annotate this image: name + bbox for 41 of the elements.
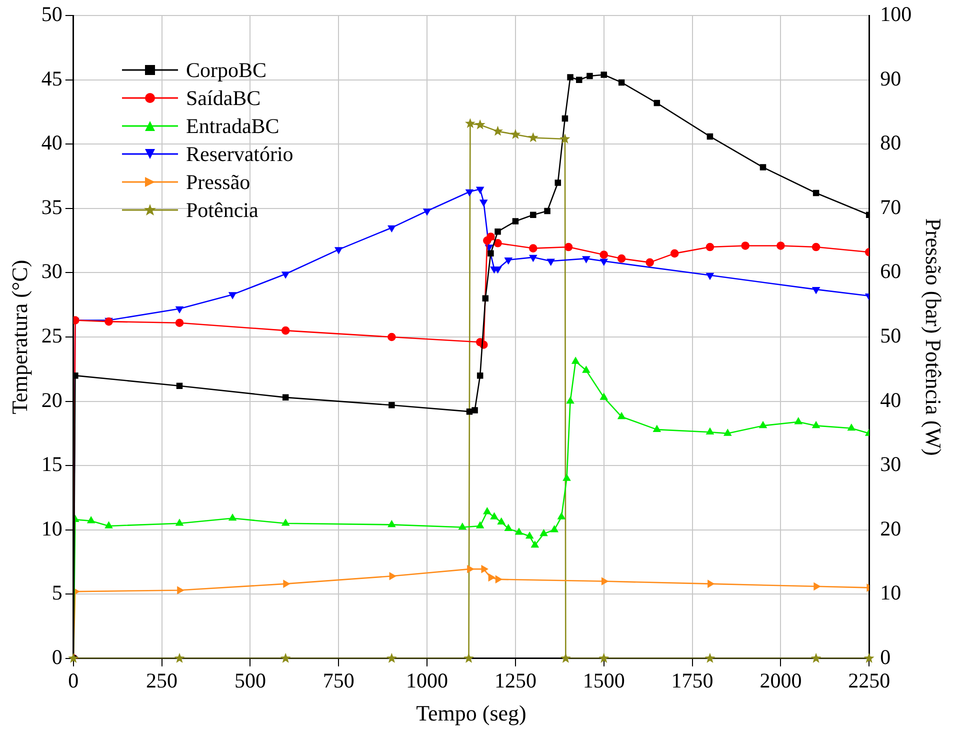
y-tick-label: 45 — [41, 66, 62, 90]
x-tick-label: 1250 — [494, 668, 536, 693]
x-tick-label: 2000 — [760, 668, 802, 693]
y2-tick-label: 50 — [880, 324, 902, 348]
x-tick-label: 750 — [322, 668, 354, 693]
y-tick-label: 0 — [52, 644, 62, 669]
y2-tick-label: 10 — [880, 580, 902, 605]
x-tick-label: 250 — [146, 668, 178, 693]
x-axis-title: Tempo (seg) — [416, 700, 526, 726]
legend-label: SaídaBC — [186, 85, 261, 112]
y2-tick-label: 70 — [880, 194, 902, 219]
x-tick-label: 1500 — [582, 668, 625, 693]
y2-tick-label: 60 — [880, 259, 902, 284]
y2-tick-label: 40 — [880, 388, 902, 412]
y2-tick-label: 30 — [880, 452, 902, 476]
y-tick-label: 20 — [41, 388, 62, 412]
x-tick-label: 0 — [68, 668, 79, 693]
y-tick-label: 50 — [41, 2, 62, 26]
legend-label: CorpoBC — [186, 57, 267, 84]
x-tick-label: 1000 — [406, 668, 448, 693]
legend-label: Reservatório — [186, 141, 294, 168]
y2-tick-label: 20 — [880, 516, 902, 540]
y-tick-label: 25 — [41, 324, 62, 348]
y-tick-label: 5 — [52, 580, 62, 605]
y2-tick-label: 0 — [880, 644, 891, 669]
x-tick-label: 1750 — [671, 668, 714, 693]
legend-label: EntradaBC — [186, 113, 280, 140]
y2-tick-label: 90 — [880, 66, 902, 90]
y2-axis-title: Pressão (bar) Potência (W) — [921, 218, 946, 456]
y-tick-label: 30 — [41, 259, 62, 284]
y-tick-label: 35 — [41, 194, 62, 219]
x-tick-label: 500 — [234, 668, 266, 693]
x-tick-label: 2250 — [848, 668, 890, 693]
legend-label: Pressão — [186, 169, 250, 196]
y-tick-label: 10 — [41, 516, 62, 540]
y-tick-label: 40 — [41, 130, 62, 155]
y-axis-title: Temperatura (°C) — [6, 260, 32, 414]
y2-tick-label: 100 — [880, 2, 912, 26]
y2-tick-label: 80 — [880, 130, 902, 155]
y-tick-label: 15 — [41, 452, 62, 476]
legend-label: Potência — [186, 197, 258, 224]
